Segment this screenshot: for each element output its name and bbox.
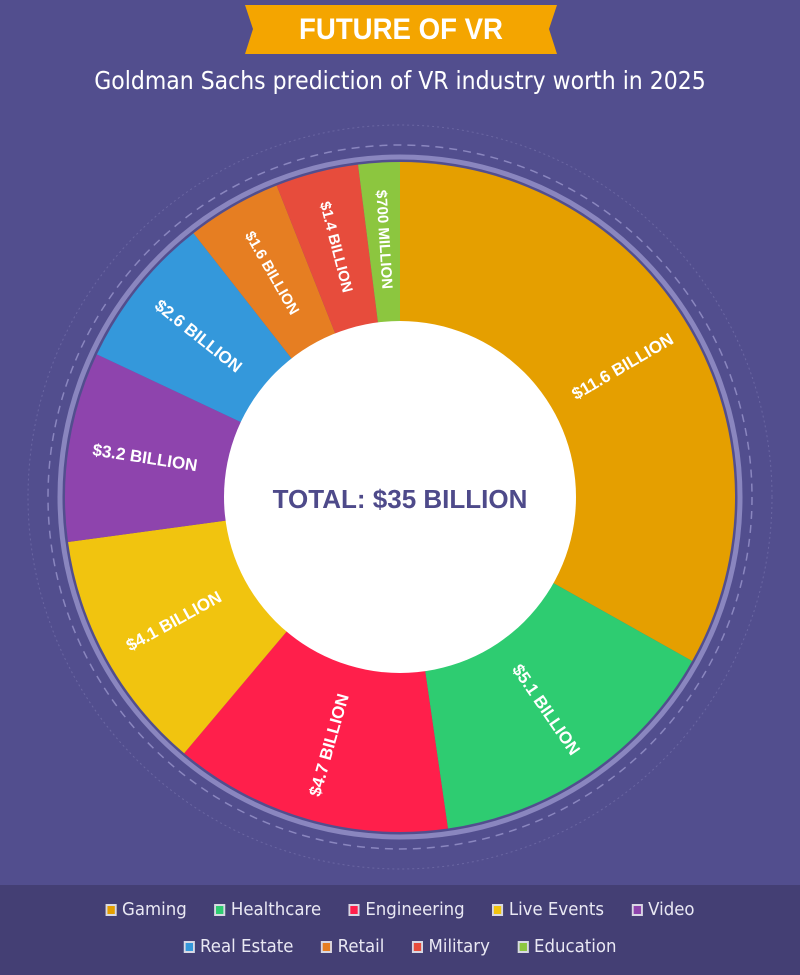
legend-label: Military (428, 936, 490, 957)
legend-item-healthcare: Healthcare (214, 899, 321, 920)
legend-swatch (411, 940, 424, 953)
chart-subtitle: Goldman Sachs prediction of VR industry … (94, 66, 706, 95)
center-total-label: TOTAL: $35 BILLION (273, 484, 528, 514)
legend-item-gaming: Gaming (105, 899, 187, 920)
legend-item-engineering: Engineering (348, 899, 465, 920)
legend-label: Retail (337, 936, 385, 957)
legend-label: Real Estate (200, 936, 294, 957)
legend-swatch (321, 940, 333, 953)
legend-label: Education (534, 936, 617, 957)
legend-item-real-estate: Real Estate (183, 936, 293, 957)
legend-swatch (517, 940, 529, 953)
legend-label: Video (648, 899, 695, 920)
legend-swatch (492, 903, 504, 916)
legend-label: Healthcare (230, 899, 322, 920)
legend-swatch (631, 903, 643, 916)
legend-item-video: Video (631, 899, 695, 920)
legend-swatch (105, 903, 117, 916)
title-banner (245, 5, 557, 54)
legend-label: Live Events (508, 899, 604, 920)
legend-label: Engineering (365, 899, 465, 920)
legend-label: Gaming (122, 899, 187, 920)
legend-item-education: Education (517, 936, 617, 957)
legend-item-military: Military (411, 936, 490, 957)
legend-item-retail: Retail (321, 936, 384, 957)
donut-hole (224, 321, 576, 673)
legend-swatch (183, 940, 195, 953)
legend-swatch (214, 903, 226, 916)
donut-chart: $11.6 BILLION$5.1 BILLION$4.7 BILLION$4.… (27, 124, 773, 870)
legend-swatch (348, 903, 360, 916)
slice-label: $700 MILLION (372, 189, 395, 289)
chart-title: FUTURE OF VR (299, 13, 503, 46)
legend: Gaming Healthcare Engineering Live Events Vi… (0, 885, 800, 975)
legend-item-live-events: Live Events (492, 899, 604, 920)
